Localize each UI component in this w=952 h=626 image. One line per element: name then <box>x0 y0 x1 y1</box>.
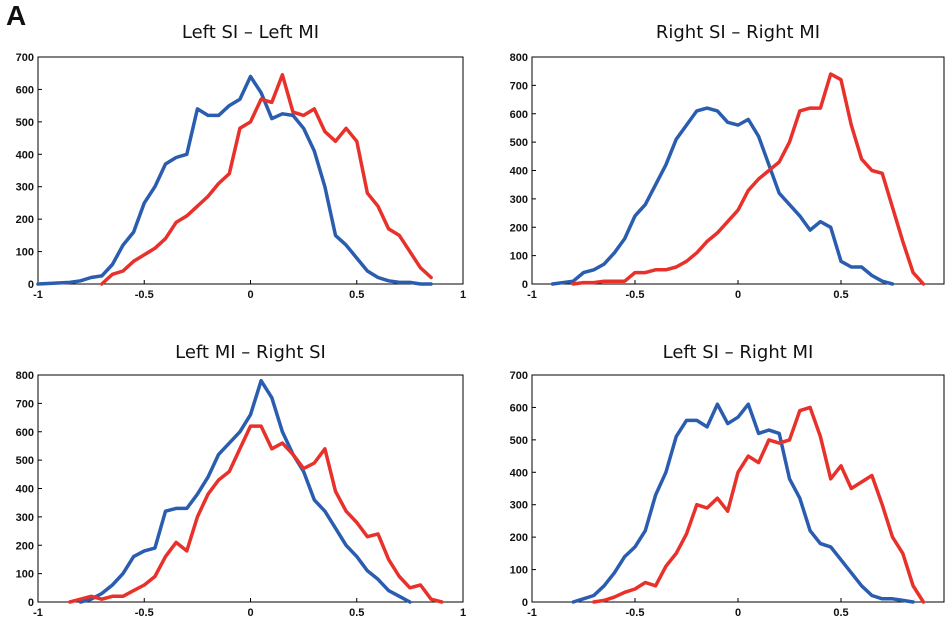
y-tick-label: 800 <box>16 370 34 382</box>
y-tick-label: 0 <box>522 597 528 609</box>
y-tick-label: 200 <box>510 532 528 544</box>
y-tick-label: 500 <box>16 455 34 467</box>
y-tick-label: 300 <box>16 512 34 524</box>
y-tick-label: 600 <box>16 427 34 439</box>
y-tick-label: 700 <box>16 398 34 410</box>
x-tick-label: 1 <box>460 289 466 301</box>
y-tick-label: 300 <box>510 500 528 512</box>
y-tick-label: 200 <box>510 222 528 234</box>
red-series-line <box>571 72 926 286</box>
y-tick-label: 700 <box>16 52 34 64</box>
y-tick-label: 800 <box>510 52 528 64</box>
x-tick-label: 0 <box>735 607 741 619</box>
x-tick-label: -0.5 <box>626 289 645 301</box>
y-tick-label: 100 <box>16 247 34 259</box>
y-tick-label: 700 <box>510 80 528 92</box>
y-tick-label: 200 <box>16 540 34 552</box>
chart-panel-4: Left SI – Right MI 0 100 200 300 400 500 600 700… <box>510 342 945 619</box>
y-tick-label: 500 <box>510 435 528 447</box>
y-tick-label: 700 <box>510 370 528 382</box>
y-tick-label: 400 <box>510 467 528 479</box>
blue-series-line <box>571 402 915 604</box>
x-tick-label: 0.5 <box>833 289 848 301</box>
chart-panel-2: Right SI – Right MI 0 100 200 300 400 500 600 70… <box>510 22 945 301</box>
y-tick-label: 200 <box>16 214 34 226</box>
x-tick-label: -1 <box>527 289 537 301</box>
chart-panel-3: Left MI – Right SI 0 100 200 300 400 500 600 700… <box>16 342 466 619</box>
x-tick-label: 0 <box>735 289 741 301</box>
x-tick-label: -1 <box>33 289 43 301</box>
y-tick-label: 400 <box>16 484 34 496</box>
red-series-line <box>68 424 444 604</box>
blue-series-line <box>550 106 895 286</box>
x-tick-label: -1 <box>527 607 537 619</box>
y-tick-label: 100 <box>16 569 34 581</box>
red-series-line <box>100 73 433 286</box>
x-tick-label: 0 <box>247 289 253 301</box>
y-tick-label: 600 <box>16 84 34 96</box>
x-tick-label: 0.5 <box>349 607 364 619</box>
x-tick-label: -1 <box>33 607 43 619</box>
x-tick-label: -0.5 <box>626 607 645 619</box>
y-tick-label: 600 <box>510 109 528 121</box>
x-tick-label: -0.5 <box>135 289 154 301</box>
chart-title: Left MI – Right SI <box>175 342 326 363</box>
plot-frame <box>531 374 945 603</box>
chart-title: Left SI – Right MI <box>663 342 814 363</box>
chart-title: Right SI – Right MI <box>656 22 820 43</box>
y-tick-label: 500 <box>510 137 528 149</box>
y-tick-label: 400 <box>16 149 34 161</box>
x-tick-label: 0 <box>247 607 253 619</box>
plot-frame <box>531 56 945 285</box>
y-tick-label: 600 <box>510 402 528 414</box>
y-tick-label: 0 <box>28 279 34 291</box>
x-tick-label: -0.5 <box>135 607 154 619</box>
x-tick-label: 0.5 <box>349 289 364 301</box>
red-series-line <box>592 405 926 604</box>
y-tick-label: 300 <box>510 194 528 206</box>
y-tick-label: 500 <box>16 117 34 129</box>
y-tick-label: 100 <box>510 251 528 263</box>
x-tick-label: 1 <box>460 607 466 619</box>
y-tick-label: 100 <box>510 565 528 577</box>
figure-label: A <box>6 0 27 31</box>
y-tick-label: 0 <box>28 597 34 609</box>
chart-panel-1: Left SI – Left MI 0 100 200 300 400 500 600 700 -… <box>16 22 466 301</box>
chart-title: Left SI – Left MI <box>182 22 319 43</box>
y-tick-label: 400 <box>510 166 528 178</box>
blue-series-line <box>78 378 412 604</box>
x-tick-label: 0.5 <box>833 607 848 619</box>
y-tick-label: 300 <box>16 182 34 194</box>
blue-series-line <box>36 74 433 286</box>
plot-frame <box>37 56 464 285</box>
y-tick-label: 0 <box>522 279 528 291</box>
